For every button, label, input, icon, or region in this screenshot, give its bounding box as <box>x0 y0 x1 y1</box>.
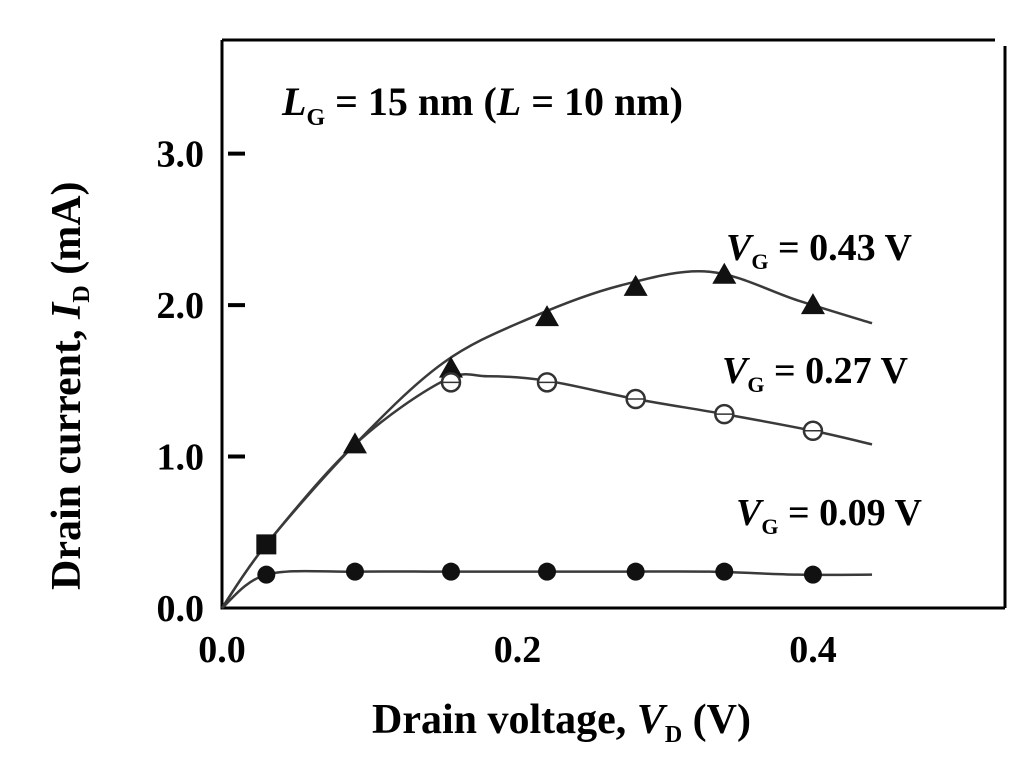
series-label-vg-027: VG = 0.27 V <box>722 350 908 397</box>
data-point-vg-009 <box>441 562 460 581</box>
data-point-vg-027 <box>536 372 558 393</box>
y-tick-label: 1.0 <box>157 437 205 479</box>
data-point-vg-009 <box>538 562 557 581</box>
x-tick-label: 0.4 <box>789 629 837 671</box>
data-point-vg-027 <box>625 388 646 410</box>
series-label-vg-043: VG = 0.43 V <box>726 227 912 274</box>
y-axis-title: Drain current, ID (mA) <box>44 181 95 590</box>
y-axis-ticks: 0.0 1.0 2.0 3.0 <box>157 134 245 630</box>
x-axis-ticks: 0.0 0.2 0.4 <box>198 629 836 671</box>
data-point-vg-009 <box>257 565 276 584</box>
data-point-vg-043 <box>256 534 277 555</box>
series-line-vg-009 <box>221 569 873 609</box>
data-point-vg-009 <box>715 562 734 581</box>
data-point-vg-009 <box>803 565 822 584</box>
chart-title: LG = 15 nm (L = 10 nm) <box>281 79 683 131</box>
data-point-vg-043 <box>342 432 367 454</box>
x-axis-title: Drain voltage, VD (V) <box>372 697 751 748</box>
data-point-vg-043 <box>623 274 648 296</box>
data-point-vg-027 <box>802 420 824 442</box>
y-tick-label: 0.0 <box>157 588 205 630</box>
x-tick-label: 0.0 <box>198 629 246 671</box>
y-tick-label: 2.0 <box>157 285 205 327</box>
series-line-vg-027 <box>220 373 873 609</box>
x-tick-label: 0.2 <box>494 629 542 671</box>
data-point-vg-043 <box>800 293 825 315</box>
data-point-vg-027 <box>714 403 735 425</box>
series-curves <box>220 270 873 609</box>
data-point-vg-009 <box>626 562 645 581</box>
data-point-vg-043 <box>535 305 560 327</box>
data-point-vg-043 <box>438 356 463 378</box>
series-label-vg-009: VG = 0.09 V <box>736 492 922 539</box>
y-tick-label: 3.0 <box>157 134 205 176</box>
series-markers <box>256 262 825 584</box>
data-point-vg-009 <box>345 562 364 581</box>
data-point-vg-027 <box>440 372 462 393</box>
data-point-vg-043 <box>712 262 737 284</box>
